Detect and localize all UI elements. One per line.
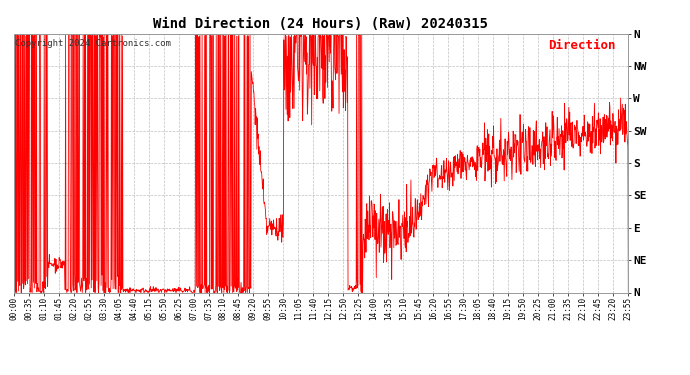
Title: Wind Direction (24 Hours) (Raw) 20240315: Wind Direction (24 Hours) (Raw) 20240315 (153, 17, 489, 31)
Text: Direction: Direction (548, 39, 615, 52)
Text: Copyright 2024 Cartronics.com: Copyright 2024 Cartronics.com (15, 39, 171, 48)
